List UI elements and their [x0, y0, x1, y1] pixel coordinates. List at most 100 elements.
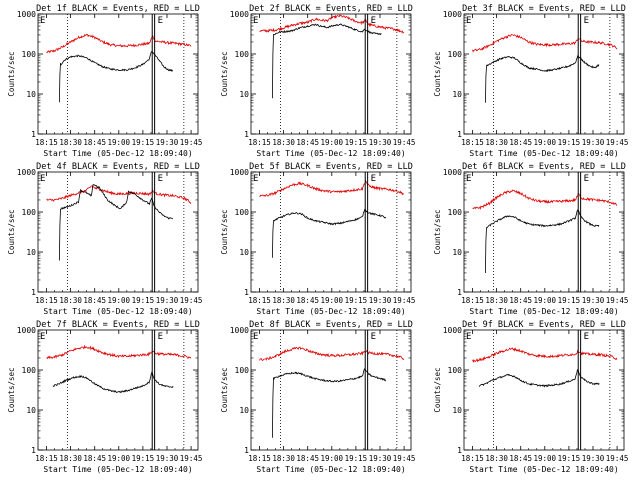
y-tick-label: 1000 — [230, 168, 249, 177]
events-series-line — [485, 209, 600, 274]
y-tick-label: 1000 — [230, 10, 249, 19]
panel-title: Det 7f BLACK = Events, RED = LLD — [36, 320, 200, 330]
y-tick-label: 1000 — [17, 168, 36, 177]
x-tick-label: 19:45 — [180, 454, 203, 463]
plot-frame — [250, 329, 412, 451]
y-axis-label: Counts/sec — [7, 367, 16, 412]
y-tick-label: 1000 — [443, 10, 462, 19]
y-tick-label: 100 — [22, 208, 37, 217]
x-tick-label: 19:15 — [132, 296, 155, 305]
x-tick-label: 18:30 — [272, 296, 295, 305]
plot-frame — [37, 329, 199, 451]
x-tick-label: 19:15 — [132, 138, 155, 147]
plot-frame — [463, 13, 625, 135]
events-series-line — [478, 368, 600, 388]
y-tick-label: 10 — [452, 248, 462, 257]
x-tick-label: 18:15 — [461, 296, 484, 305]
y-tick-label: 1 — [31, 288, 36, 297]
x-tick-label: 19:30 — [156, 138, 179, 147]
y-tick-label: 10 — [26, 248, 36, 257]
x-tick-label: 19:30 — [156, 296, 179, 305]
panel-det-5: Det 5f BLACK = Events, RED = LLD E E 1 10 100… — [220, 162, 415, 316]
marker-label-e: E — [584, 332, 589, 342]
plot-frame — [250, 171, 412, 293]
y-tick-label: 1 — [244, 288, 249, 297]
marker-label-e: E — [40, 16, 45, 26]
marker-label-e: E — [40, 174, 45, 184]
marker-label-e: E — [466, 332, 471, 342]
x-axis-label: Start Time (05-Dec-12 18:09:40) — [256, 149, 405, 158]
x-tick-label: 19:30 — [582, 296, 605, 305]
x-axis-label: Start Time (05-Dec-12 18:09:40) — [469, 307, 618, 316]
x-tick-label: 18:15 — [35, 454, 58, 463]
y-tick-label: 10 — [452, 90, 462, 99]
x-tick-label: 18:30 — [485, 296, 508, 305]
y-tick-label: 10 — [239, 406, 249, 415]
y-tick-label: 1 — [244, 130, 249, 139]
panel-title: Det 3f BLACK = Events, RED = LLD — [462, 4, 626, 14]
x-tick-label: 19:15 — [558, 454, 581, 463]
y-tick-label: 1000 — [17, 326, 36, 335]
x-tick-label: 19:15 — [345, 454, 368, 463]
x-tick-label: 18:15 — [248, 138, 271, 147]
x-tick-label: 19:00 — [534, 296, 557, 305]
x-tick-label: 19:30 — [156, 454, 179, 463]
x-axis-label: Start Time (05-Dec-12 18:09:40) — [256, 307, 405, 316]
plot-frame — [463, 329, 625, 451]
x-tick-label: 18:15 — [248, 454, 271, 463]
plot-frame — [37, 13, 199, 135]
lld-series-line — [472, 347, 618, 364]
x-tick-label: 19:00 — [321, 454, 344, 463]
plot-frame — [463, 171, 625, 293]
panel-det-6: Det 6f BLACK = Events, RED = LLD E E 1 10 100… — [433, 162, 628, 316]
x-tick-label: 19:30 — [369, 296, 392, 305]
marker-label-e: E — [584, 174, 589, 184]
x-tick-label: 18:30 — [59, 138, 82, 147]
y-tick-label: 1000 — [443, 168, 462, 177]
y-tick-label: 1 — [31, 130, 36, 139]
x-axis-label: Start Time (05-Dec-12 18:09:40) — [43, 149, 192, 158]
x-tick-label: 18:15 — [461, 454, 484, 463]
panel-det-1: Det 1f BLACK = Events, RED = LLD E E 1 10 100… — [7, 4, 202, 158]
events-series-line — [485, 54, 600, 103]
y-tick-label: 100 — [235, 366, 250, 375]
events-series-line — [272, 368, 386, 438]
y-axis-label: Counts/sec — [220, 209, 229, 254]
panel-title: Det 4f BLACK = Events, RED = LLD — [36, 162, 200, 172]
x-axis-label: Start Time (05-Dec-12 18:09:40) — [43, 307, 192, 316]
events-series-line — [52, 371, 174, 394]
x-tick-label: 18:45 — [296, 454, 319, 463]
x-tick-label: 18:45 — [296, 138, 319, 147]
marker-label-e: E — [158, 332, 163, 342]
x-tick-label: 19:45 — [180, 138, 203, 147]
panel-det-9: Det 9f BLACK = Events, RED = LLD E E 1 10 100… — [433, 320, 628, 474]
marker-label-e: E — [253, 332, 258, 342]
y-axis-label: Counts/sec — [220, 51, 229, 96]
panel-title: Det 5f BLACK = Events, RED = LLD — [249, 162, 413, 172]
y-tick-label: 10 — [26, 90, 36, 99]
x-tick-label: 19:30 — [582, 138, 605, 147]
x-tick-label: 19:45 — [606, 296, 629, 305]
x-axis-label: Start Time (05-Dec-12 18:09:40) — [469, 465, 618, 474]
panel-title: Det 2f BLACK = Events, RED = LLD — [249, 4, 413, 14]
lld-series-line — [472, 189, 618, 210]
x-tick-label: 19:45 — [606, 138, 629, 147]
y-axis-label: Counts/sec — [7, 209, 16, 254]
events-series-line — [272, 23, 382, 99]
panel-det-8: Det 8f BLACK = Events, RED = LLD E E 1 10 100… — [220, 320, 415, 474]
x-tick-label: 18:30 — [485, 454, 508, 463]
x-tick-label: 19:45 — [393, 296, 416, 305]
x-tick-label: 18:15 — [35, 138, 58, 147]
x-tick-label: 18:45 — [509, 454, 532, 463]
y-tick-label: 10 — [452, 406, 462, 415]
x-tick-label: 18:45 — [83, 454, 106, 463]
x-tick-label: 19:45 — [393, 454, 416, 463]
lld-series-line — [259, 179, 405, 198]
y-tick-label: 100 — [448, 50, 463, 59]
x-tick-label: 18:30 — [485, 138, 508, 147]
x-tick-label: 19:15 — [558, 138, 581, 147]
marker-label-e: E — [253, 174, 258, 184]
y-tick-label: 1 — [457, 446, 462, 455]
y-axis-label: Counts/sec — [220, 367, 229, 412]
